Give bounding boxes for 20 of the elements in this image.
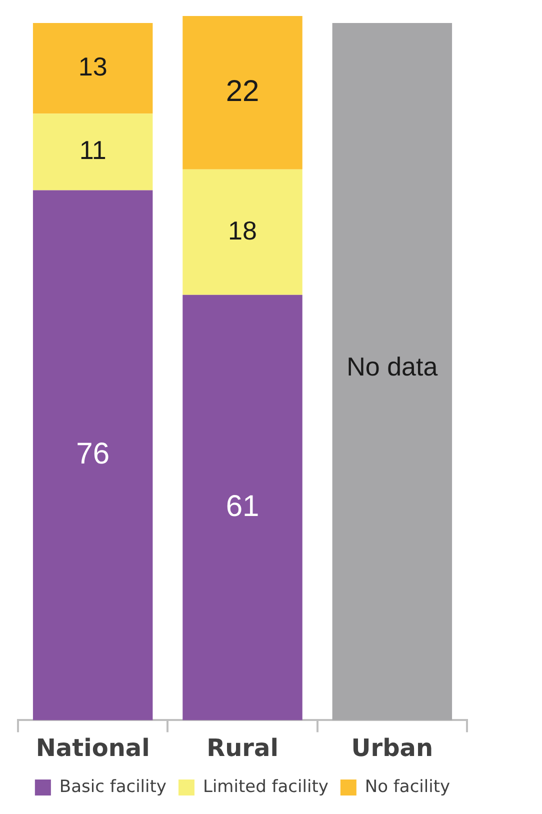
data-label: 11	[79, 135, 106, 166]
x-tick-label: National	[36, 734, 150, 762]
data-label: 61	[226, 490, 260, 523]
legend-label: Limited facility	[202, 776, 328, 797]
bar	[32, 190, 153, 720]
legend-label: Basic facility	[59, 776, 166, 797]
bar	[32, 114, 153, 190]
data-label: 18	[228, 215, 257, 246]
data-label: 76	[76, 438, 110, 471]
x-tick-label: Urban	[351, 734, 434, 762]
data-label: 22	[226, 74, 260, 108]
bar	[182, 294, 302, 720]
annotation: No data	[346, 351, 438, 382]
x-tick-label: Rural	[206, 734, 278, 762]
data-label: 13	[78, 51, 108, 82]
bar	[32, 22, 153, 114]
legend-label: No facility	[364, 776, 450, 797]
bar	[332, 22, 452, 720]
bar	[182, 16, 302, 170]
bar	[182, 169, 302, 295]
